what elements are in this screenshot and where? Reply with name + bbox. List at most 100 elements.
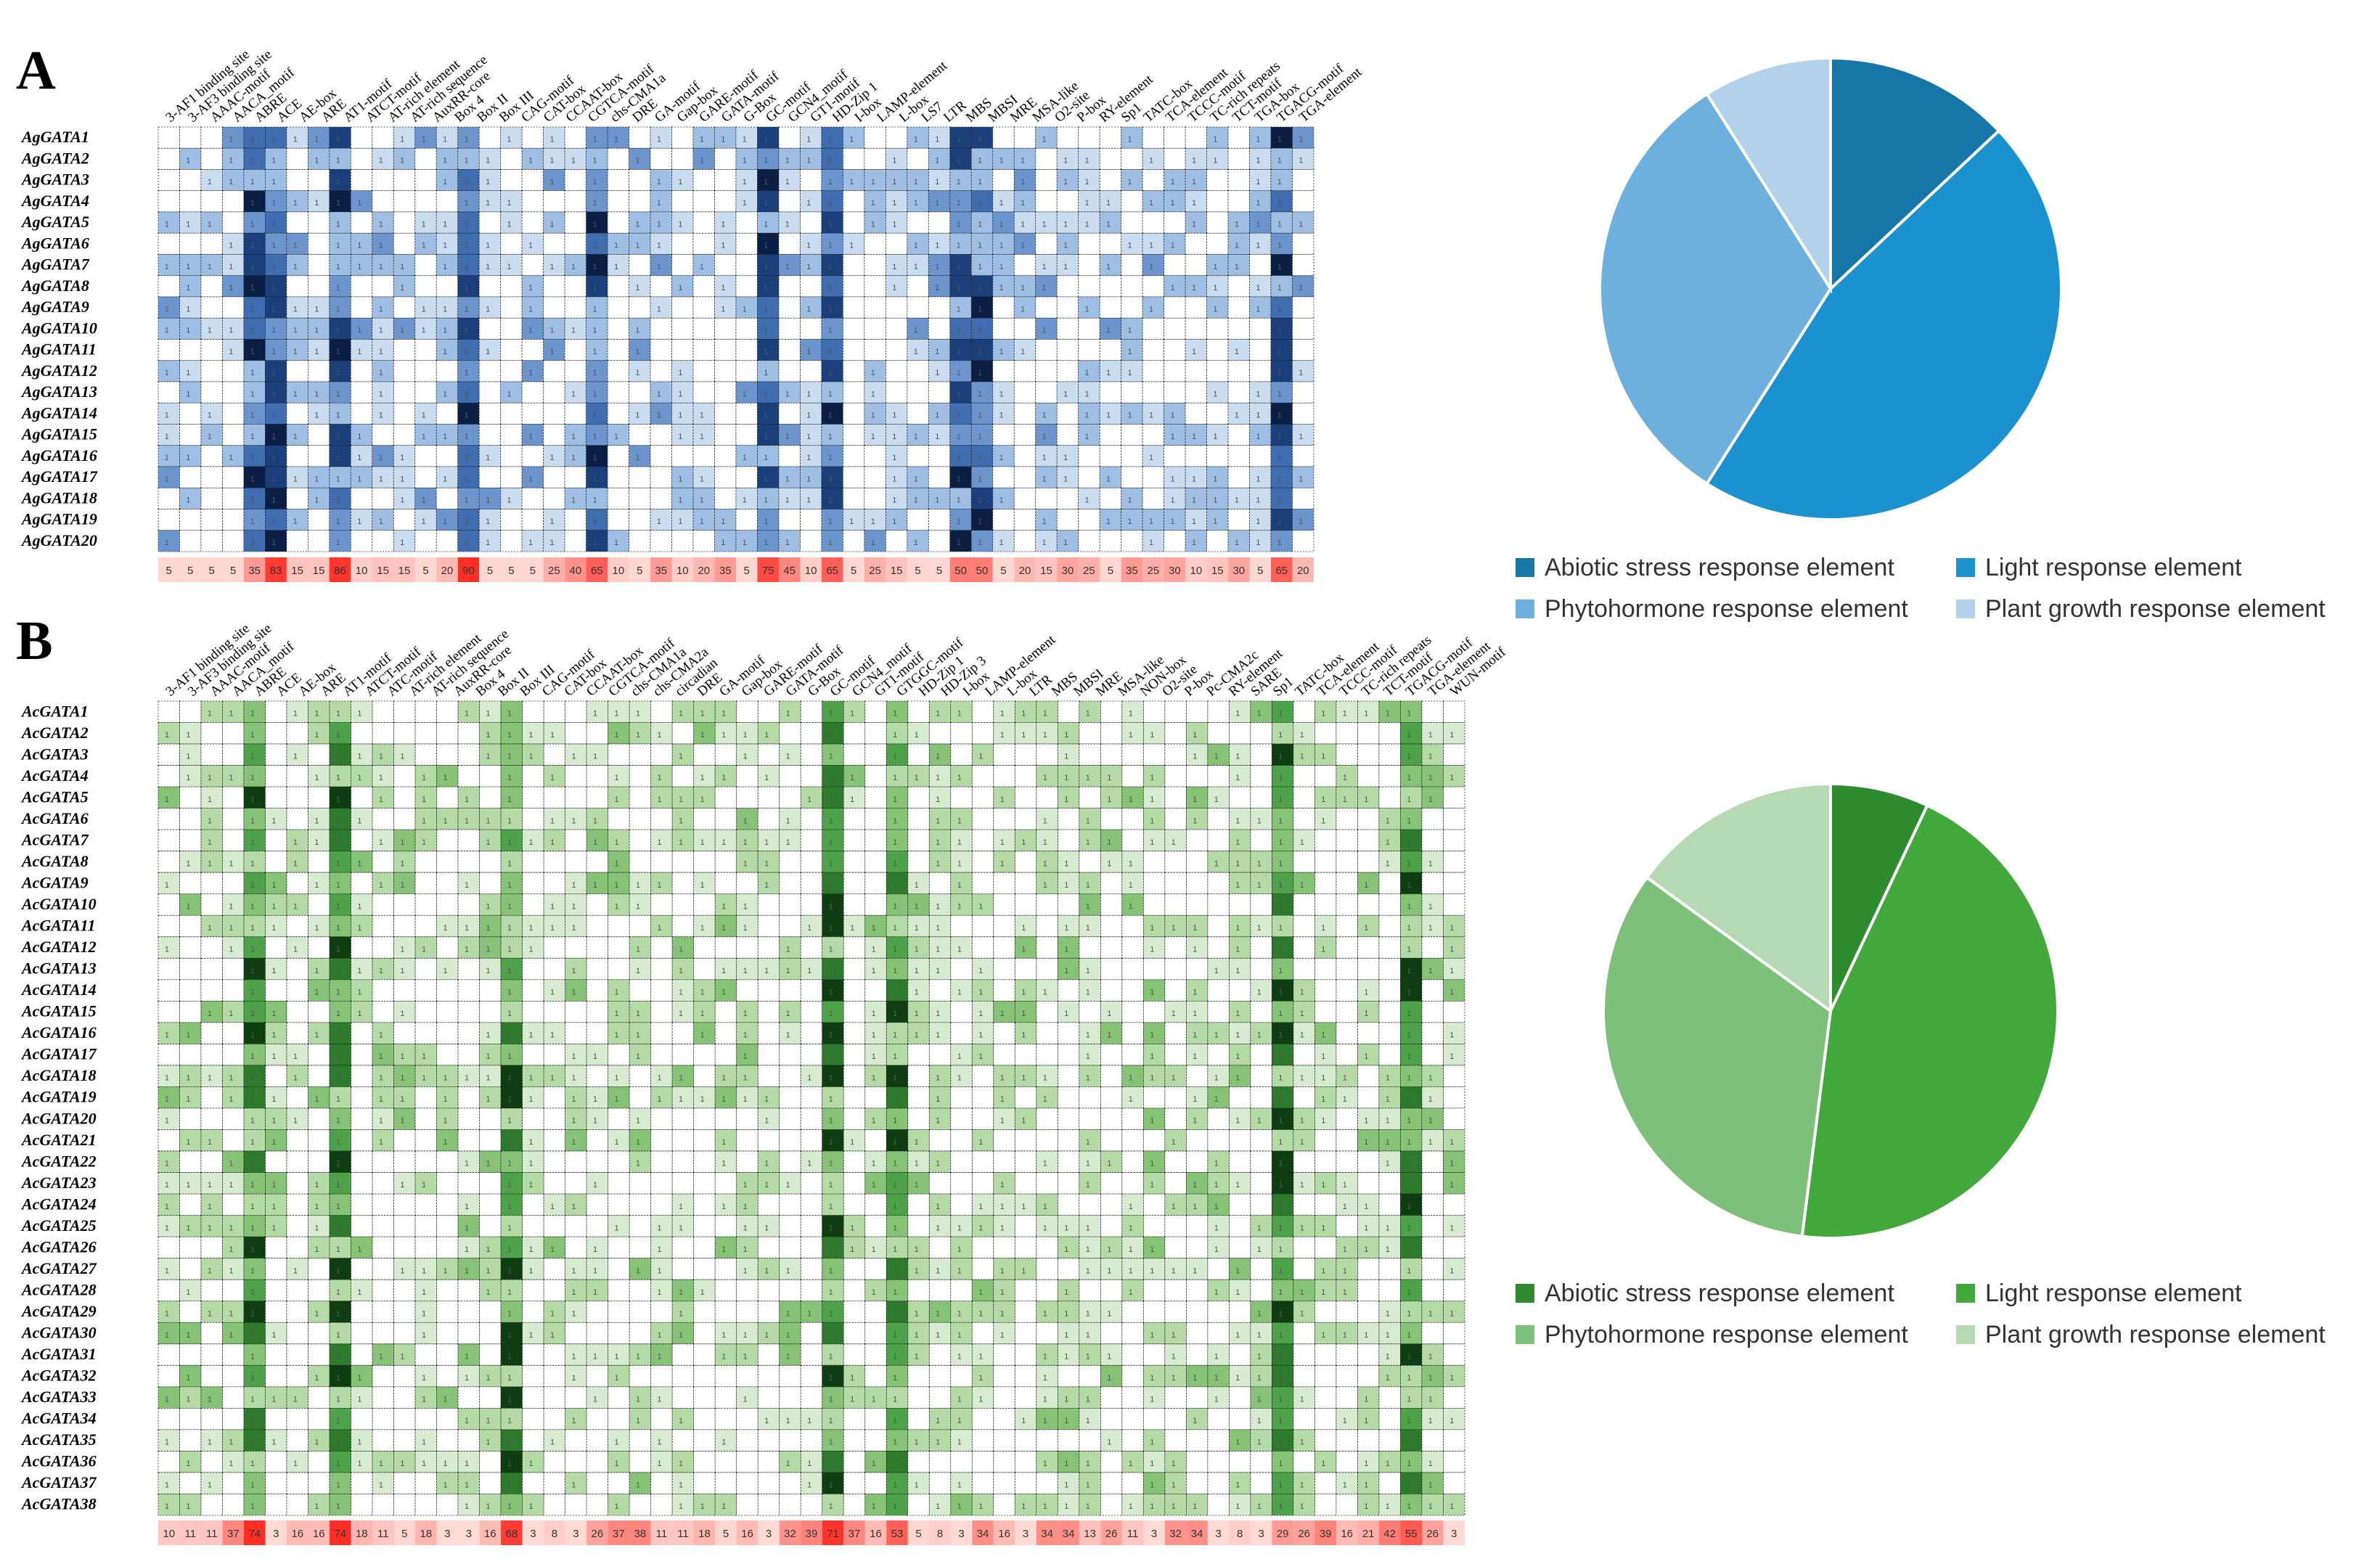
cell-count: 1 xyxy=(186,221,190,229)
cell-count: 1 xyxy=(529,1074,533,1083)
heatmap-cell xyxy=(1185,360,1207,382)
heatmap-cell xyxy=(736,979,758,1002)
heatmap-cell xyxy=(1336,722,1358,745)
heatmap-cell xyxy=(1014,1343,1037,1366)
cell-count: 1 xyxy=(764,1331,769,1340)
total-label: 20 xyxy=(441,565,454,577)
cell-count: 1 xyxy=(743,967,748,975)
heatmap-cell xyxy=(393,765,416,787)
cell-count: 1 xyxy=(507,795,512,804)
heatmap-cell xyxy=(1121,381,1143,404)
cell-count: 1 xyxy=(1000,1309,1005,1318)
heatmap-cell xyxy=(565,1215,587,1237)
cell-count: 1 xyxy=(1214,1374,1219,1383)
heatmap-cell xyxy=(286,275,308,298)
heatmap-cell xyxy=(521,445,544,467)
heatmap-cell xyxy=(1078,445,1100,467)
cell-count: 1 xyxy=(914,327,918,335)
cell-count: 1 xyxy=(1214,1288,1219,1297)
cell-count: 1 xyxy=(1128,327,1132,335)
heatmap-cell xyxy=(479,1129,502,1152)
heatmap-cell xyxy=(1314,1000,1337,1023)
heatmap-cell xyxy=(158,979,180,1002)
cell-count: 1 xyxy=(1149,157,1153,165)
cell-count: 1 xyxy=(785,475,790,484)
total-label: 86 xyxy=(334,565,346,577)
heatmap-cell xyxy=(1336,808,1358,830)
heatmap-cell xyxy=(1206,211,1229,234)
heatmap-cell xyxy=(158,700,180,723)
cell-count: 1 xyxy=(229,1181,233,1190)
heatmap-cell xyxy=(351,1044,373,1066)
cell-count: 1 xyxy=(550,1074,555,1083)
cell-count: 1 xyxy=(486,1374,491,1383)
heatmap-cell xyxy=(543,126,565,149)
heatmap-cell xyxy=(1121,1172,1144,1195)
cell-count: 1 xyxy=(293,433,298,441)
heatmap-cell xyxy=(1357,1172,1380,1195)
cell-count: 1 xyxy=(336,284,340,292)
heatmap-cell xyxy=(1206,317,1229,340)
heatmap-cell xyxy=(1207,893,1230,916)
heatmap-cell xyxy=(414,851,438,873)
cell-count: 1 xyxy=(250,157,255,165)
cell-count: 1 xyxy=(250,774,255,782)
cell-count: 1 xyxy=(357,1396,361,1404)
heatmap-cell xyxy=(693,1258,716,1280)
heatmap-cell xyxy=(350,275,373,298)
heatmap-cell xyxy=(307,254,330,277)
cell-count: 1 xyxy=(357,1374,361,1383)
heatmap-cell xyxy=(1013,190,1036,213)
cell-count: 1 xyxy=(743,306,747,314)
cell-count: 1 xyxy=(593,881,597,890)
cell-count: 1 xyxy=(422,795,426,804)
heatmap-cell xyxy=(1164,1279,1187,1302)
cell-count: 1 xyxy=(915,1309,919,1318)
cell-count: 1 xyxy=(229,242,233,250)
cell-count: 1 xyxy=(379,1117,383,1126)
heatmap-cell xyxy=(971,872,994,895)
heatmap-cell xyxy=(843,1279,866,1302)
heatmap-cell xyxy=(457,743,481,766)
cell-count: 1 xyxy=(828,433,833,441)
cell-count: 1 xyxy=(1277,327,1282,335)
cell-count: 1 xyxy=(658,774,662,782)
cell-count: 1 xyxy=(957,263,961,271)
heatmap-cell xyxy=(608,1258,630,1280)
heatmap-cell xyxy=(671,765,695,787)
cell-count: 1 xyxy=(507,774,512,782)
heatmap-cell xyxy=(1378,872,1401,895)
cell-count: 1 xyxy=(486,1052,491,1061)
cell-count: 1 xyxy=(978,263,982,271)
cell-count: 1 xyxy=(400,1266,404,1275)
cell-count: 1 xyxy=(229,859,233,868)
cell-count: 1 xyxy=(422,1074,426,1083)
cell-count: 1 xyxy=(806,496,811,505)
cell-count: 1 xyxy=(1407,1309,1411,1318)
cell-count: 1 xyxy=(1386,838,1390,847)
cell-count: 1 xyxy=(785,496,790,505)
cell-count: 1 xyxy=(721,1353,726,1362)
heatmap-cell xyxy=(1378,1044,1401,1066)
heatmap-cell xyxy=(1293,957,1315,980)
cell-count: 1 xyxy=(1386,1245,1390,1254)
cell-count: 1 xyxy=(636,1138,640,1147)
cell-count: 1 xyxy=(1107,1266,1111,1275)
cell-count: 1 xyxy=(828,496,833,505)
heatmap-cell xyxy=(478,190,502,213)
cell-count: 1 xyxy=(336,838,340,847)
cell-count: 1 xyxy=(336,967,340,975)
cell-count: 1 xyxy=(1277,178,1282,187)
cell-count: 1 xyxy=(314,838,319,847)
cell-count: 1 xyxy=(250,496,255,505)
heatmap-cell xyxy=(671,893,695,916)
heatmap-cell xyxy=(1036,1022,1058,1044)
cell-count: 1 xyxy=(250,539,255,547)
cell-count: 1 xyxy=(593,178,597,187)
heatmap-cell xyxy=(543,1108,566,1130)
cell-count: 1 xyxy=(1128,412,1132,420)
heatmap-cell xyxy=(1421,1193,1444,1216)
heatmap-cell xyxy=(800,1258,823,1280)
cell-count: 1 xyxy=(1086,1224,1090,1232)
heatmap-cell xyxy=(1227,381,1250,404)
